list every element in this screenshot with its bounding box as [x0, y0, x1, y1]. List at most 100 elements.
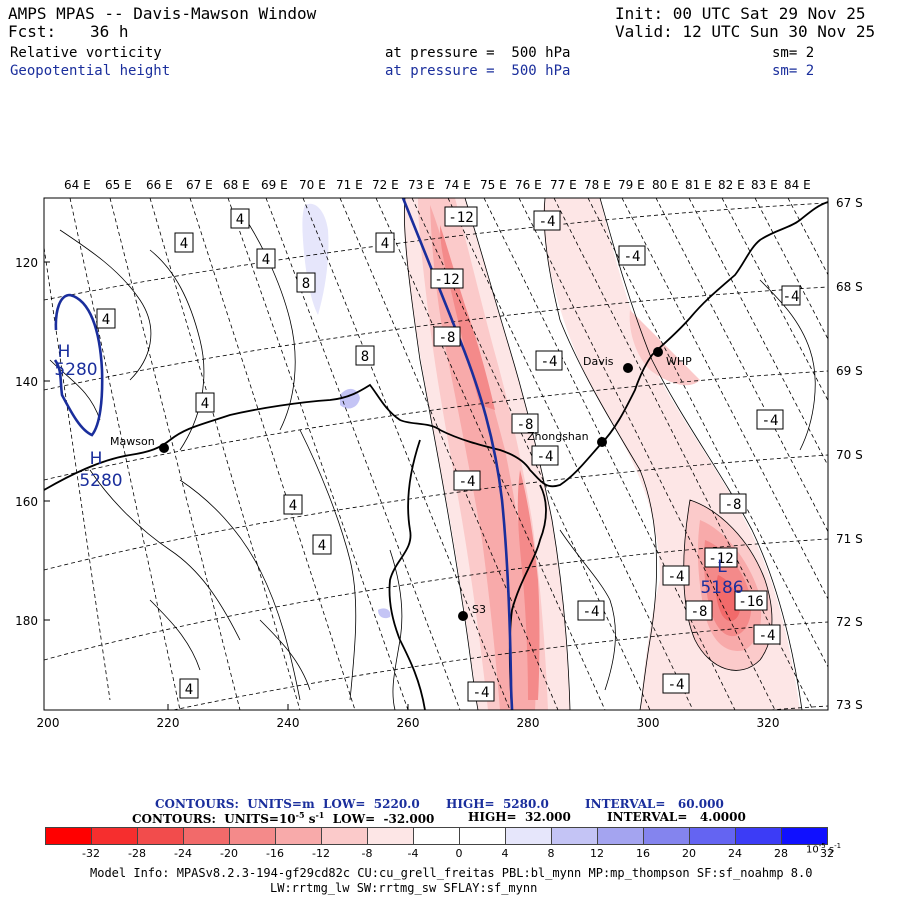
contour-label: -4	[577, 600, 605, 621]
contour-label: 4	[195, 392, 215, 413]
lon-label: 79 E	[618, 178, 645, 192]
svg-text:-4: -4	[459, 474, 476, 490]
contour-label: -4	[756, 409, 784, 430]
lon-label: 75 E	[480, 178, 507, 192]
colorbar-cell	[321, 827, 368, 845]
svg-text:-4: -4	[583, 604, 600, 620]
colorbar-cell	[735, 827, 782, 845]
model-info-line2: LW:rrtmg_lw SW:rrtmg_sw SFLAY:sf_mynn	[270, 881, 538, 895]
lat-label: 68 S	[836, 280, 863, 294]
svg-text:4: 4	[318, 538, 326, 554]
contour-label: -4	[662, 673, 690, 694]
valid-time: Valid: 12 UTC Sun 30 Nov 25	[615, 22, 876, 41]
vorticity-contour-info: CONTOURS: UNITS=10-5 s-1 LOW= -32.000	[132, 810, 435, 826]
colorbar-cell	[459, 827, 506, 845]
colorbar-cell	[45, 827, 92, 845]
high-value: 5280	[79, 471, 122, 491]
grid-x-label: 260	[397, 716, 420, 730]
contour-label: -4	[781, 285, 801, 306]
svg-text:8: 8	[302, 276, 310, 292]
station-marker[interactable]	[597, 437, 607, 447]
colorbar-label: 32	[820, 847, 834, 860]
colorbar-label: -24	[174, 847, 192, 860]
grid-y-label: 160	[15, 495, 38, 509]
svg-text:-4: -4	[759, 628, 776, 644]
field1-smoothing: sm= 2	[772, 45, 815, 61]
field2-level: at pressure = 500 hPa	[385, 63, 571, 79]
svg-text:-12: -12	[434, 272, 459, 288]
contour-label: -8	[719, 493, 747, 514]
lon-label: 74 E	[444, 178, 471, 192]
low-symbol: L	[717, 557, 727, 577]
contour-label: 4	[174, 232, 194, 253]
contour-label: -8	[433, 326, 461, 347]
forecast-label: Fcst:	[8, 22, 57, 41]
svg-text:-4: -4	[539, 214, 556, 230]
colorbar-cell	[643, 827, 690, 845]
lat-label: 67 S	[836, 196, 863, 210]
lon-label: 68 E	[223, 178, 250, 192]
lat-label: 70 S	[836, 448, 863, 462]
lat-label: 72 S	[836, 615, 863, 629]
colorbar-label: -20	[220, 847, 238, 860]
station-marker[interactable]	[623, 363, 633, 373]
field1-name: Relative vorticity	[10, 45, 162, 61]
colorbar-cell	[367, 827, 414, 845]
svg-text:4: 4	[262, 252, 270, 268]
contour-label: -4	[535, 350, 563, 371]
contour-label: 4	[96, 308, 116, 329]
svg-text:8: 8	[361, 349, 369, 365]
station-marker[interactable]	[458, 611, 468, 621]
station-label: S3	[472, 603, 486, 616]
colorbar-label: -16	[266, 847, 284, 860]
contour-label: 4	[230, 208, 250, 229]
svg-text:-4: -4	[473, 685, 490, 701]
svg-text:-4: -4	[783, 289, 800, 305]
lon-label: 80 E	[652, 178, 679, 192]
station-marker[interactable]	[653, 347, 663, 357]
lon-label: 73 E	[408, 178, 435, 192]
grid-x-label: 320	[757, 716, 780, 730]
contour-label: -16	[734, 590, 768, 611]
colorbar-cell	[229, 827, 276, 845]
station-label: Zhongshan	[527, 430, 589, 443]
colorbar-label: -8	[361, 847, 373, 860]
lat-label: 71 S	[836, 532, 863, 546]
height-contour-high: HIGH= 5280.0	[446, 797, 549, 811]
grid-y-label: 140	[15, 375, 38, 389]
station-label: Mawson	[110, 435, 155, 448]
vorticity-contour-high: HIGH= 32.000	[468, 810, 571, 824]
lon-label: 84 E	[784, 178, 811, 192]
svg-text:-4: -4	[541, 354, 558, 370]
field2-smoothing: sm= 2	[772, 63, 815, 79]
svg-text:-4: -4	[762, 413, 779, 429]
station-marker[interactable]	[159, 443, 169, 453]
plot-frame	[43, 197, 829, 711]
grid-x-label: 240	[277, 716, 300, 730]
colorbar-cell	[137, 827, 184, 845]
colorbar-label: 24	[728, 847, 742, 860]
forecast-hour: 36 h	[90, 22, 129, 41]
colorbar-cell	[91, 827, 138, 845]
contour-label: -8	[511, 413, 539, 434]
svg-text:-4: -4	[537, 449, 554, 465]
lat-label: 73 S	[836, 698, 863, 712]
high-symbol: H	[58, 342, 71, 362]
height-contour-info: CONTOURS: UNITS=m LOW= 5220.0	[155, 797, 420, 811]
contour-label: -4	[533, 210, 561, 231]
colorbar-label: 12	[590, 847, 604, 860]
grid-x-label: 300	[637, 716, 660, 730]
svg-text:-8: -8	[725, 497, 742, 513]
vorticity-contours	[49, 198, 816, 710]
svg-text:4: 4	[180, 236, 188, 252]
colorbar-cell	[551, 827, 598, 845]
svg-text:-16: -16	[738, 594, 763, 610]
lon-label: 71 E	[336, 178, 363, 192]
contour-label: 8	[296, 272, 316, 293]
high-value: 5280	[54, 360, 97, 380]
svg-text:4: 4	[185, 682, 193, 698]
vorticity-contour-interval: INTERVAL= 4.0000	[607, 810, 746, 824]
colorbar-label: -4	[407, 847, 419, 860]
contour-label: 4	[312, 534, 332, 555]
